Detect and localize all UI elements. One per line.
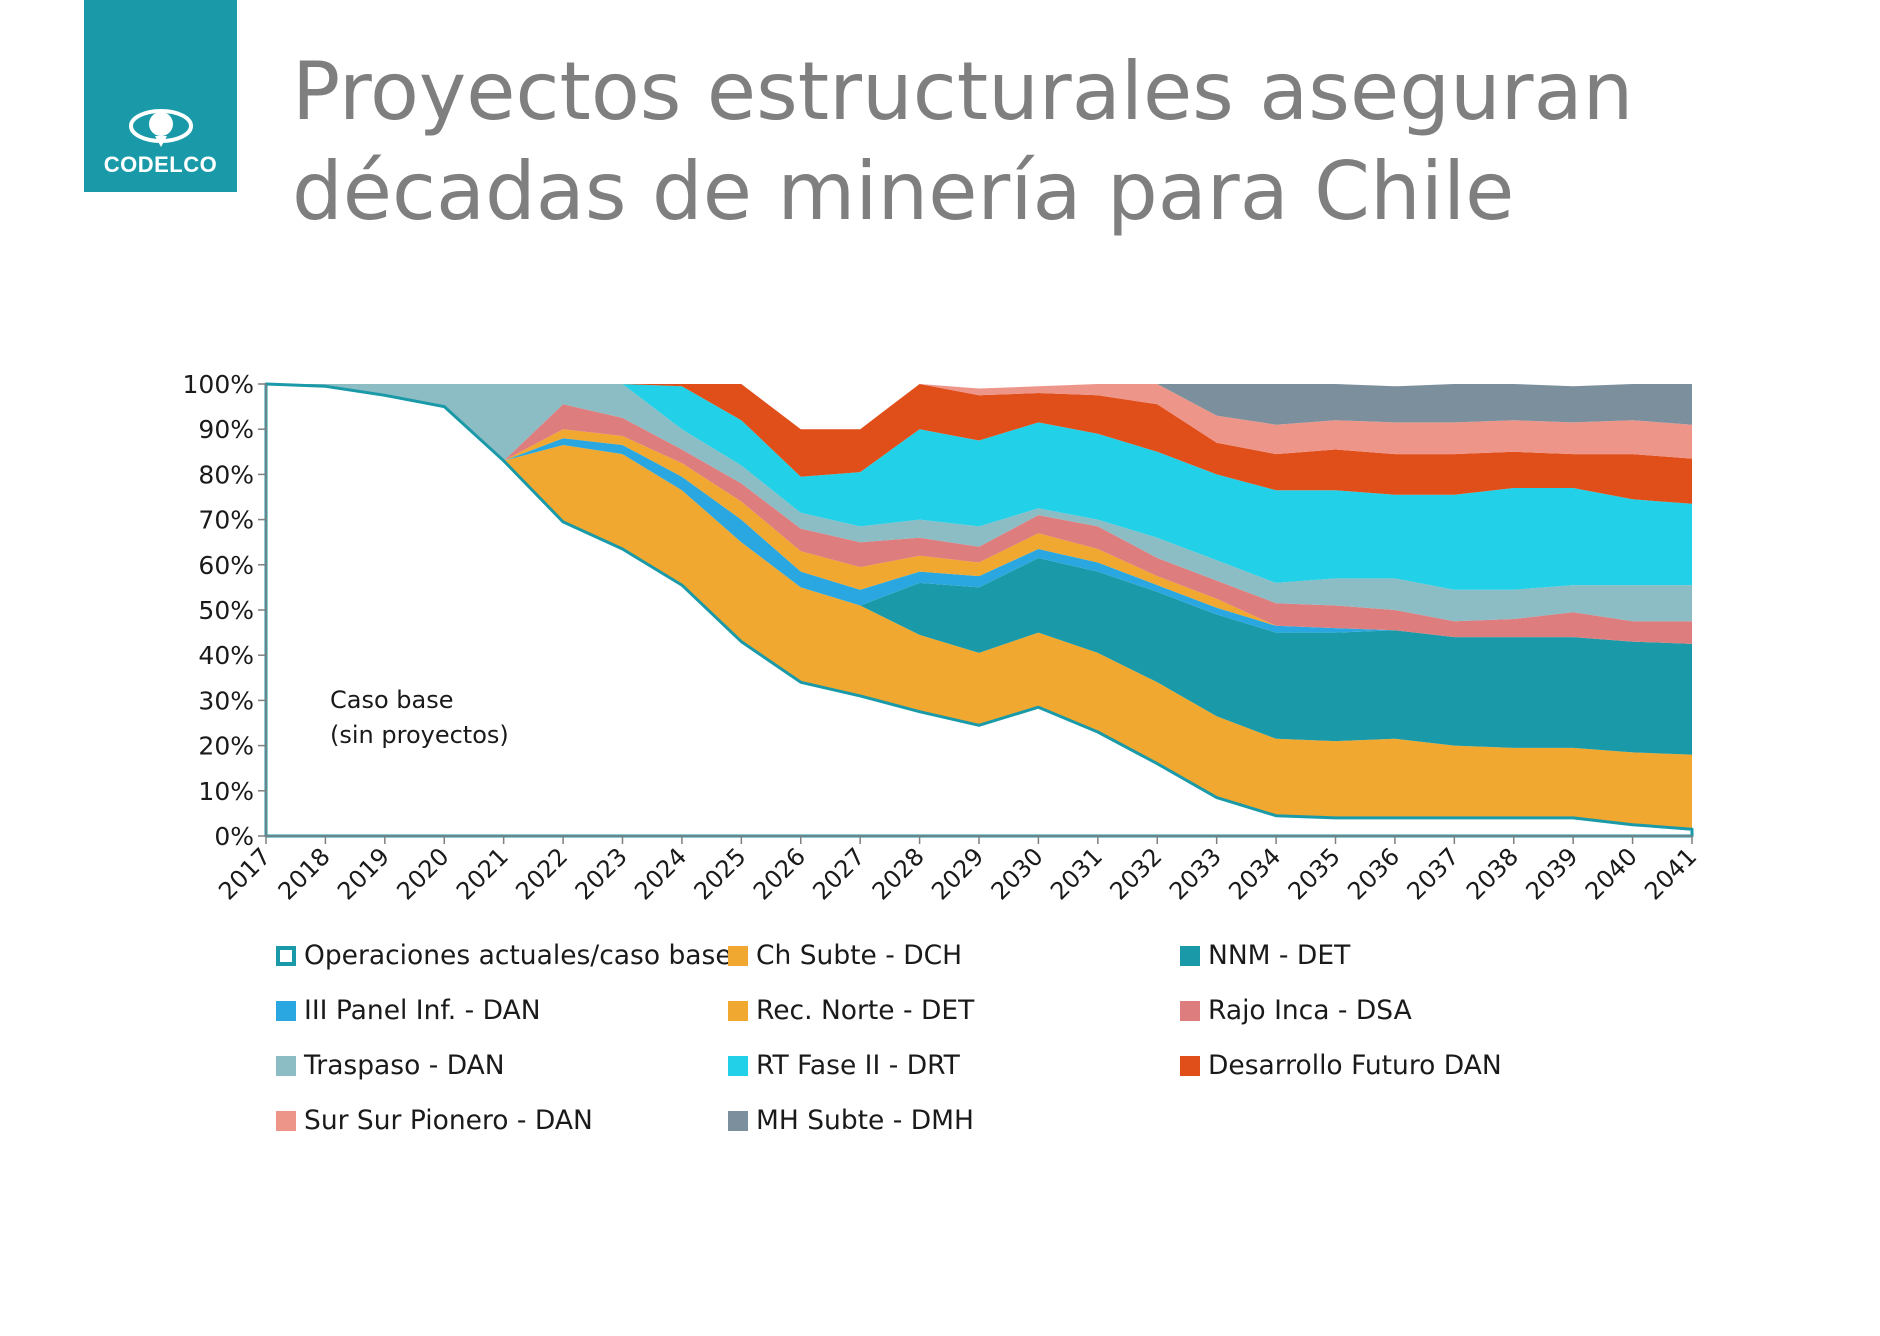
area-mh-subte-dmh <box>266 384 1692 430</box>
legend-item: RT Fase II - DRT <box>728 1050 960 1081</box>
legend-label: Traspaso - DAN <box>304 1050 505 1081</box>
area-ch-subte-dch <box>266 384 1692 830</box>
legend-swatch <box>728 945 748 966</box>
y-tick-label: 80% <box>198 460 254 489</box>
codelco-emblem-icon <box>128 109 193 147</box>
y-tick-label: 30% <box>198 686 254 715</box>
legend-swatch <box>276 1110 296 1131</box>
annotation-caso-base: Caso base <box>330 686 454 714</box>
area-iii-panel-inf-dan <box>266 384 1692 644</box>
x-tick-label: 2024 <box>629 842 692 905</box>
x-tick-label: 2038 <box>1461 842 1524 905</box>
area-nnm-det <box>266 384 1692 755</box>
x-tick-label: 2040 <box>1580 842 1643 905</box>
y-tick-label: 0% <box>214 822 254 851</box>
legend-label: RT Fase II - DRT <box>756 1050 960 1081</box>
legend-label: III Panel Inf. - DAN <box>304 995 541 1026</box>
legend-swatch <box>276 1055 296 1076</box>
x-tick-label: 2025 <box>689 842 752 905</box>
x-tick-label: 2021 <box>451 842 514 905</box>
x-tick-label: 2022 <box>510 842 573 905</box>
legend-item: Rajo Inca - DSA <box>1180 995 1412 1026</box>
x-tick-label: 2028 <box>867 842 930 905</box>
legend-item: Operaciones actuales/caso base <box>276 940 732 971</box>
x-tick-label: 2019 <box>332 842 395 905</box>
x-tick-label: 2035 <box>1283 842 1346 905</box>
legend-label: NNM - DET <box>1208 940 1351 971</box>
area-rt-fase-ii-drt <box>266 384 1692 590</box>
y-tick-label: 70% <box>198 506 254 535</box>
x-tick-label: 2017 <box>213 842 276 905</box>
area-rajo-inca-dsa <box>266 384 1692 644</box>
legend-swatch <box>1180 1055 1200 1076</box>
legend-label: Rajo Inca - DSA <box>1208 995 1412 1026</box>
y-tick-label: 10% <box>198 777 254 806</box>
x-tick-label: 2029 <box>926 842 989 905</box>
logo-text: CODELCO <box>103 152 218 177</box>
legend-item: Rec. Norte - DET <box>728 995 974 1026</box>
page-title: Proyectos estructurales aseguran décadas… <box>292 42 1832 242</box>
y-tick-label: 20% <box>198 732 254 761</box>
x-tick-label: 2032 <box>1105 842 1168 905</box>
y-tick-label: 90% <box>198 415 254 444</box>
title-line-2: décadas de minería para Chile <box>292 145 1515 238</box>
legend-label: Rec. Norte - DET <box>756 995 975 1026</box>
legend-swatch <box>1180 1000 1200 1021</box>
x-tick-label: 2023 <box>570 842 633 905</box>
x-tick-label: 2036 <box>1342 842 1405 905</box>
area-desarrollo-futuro-dan <box>266 384 1692 504</box>
title-line-1: Proyectos estructurales aseguran <box>292 45 1634 138</box>
y-tick-label: 60% <box>198 551 254 580</box>
legend-swatch <box>1180 945 1200 966</box>
legend-swatch <box>728 1110 748 1131</box>
y-tick-label: 40% <box>198 641 254 670</box>
legend-swatch <box>276 945 296 966</box>
x-tick-label: 2034 <box>1223 842 1286 905</box>
x-tick-label: 2026 <box>748 842 811 905</box>
area-sur-sur-pionero-dan <box>266 384 1692 459</box>
legend-item: NNM - DET <box>1180 940 1350 971</box>
stacked-area-chart: 0%10%20%30%40%50%60%70%80%90%100%2017201… <box>183 370 1703 905</box>
legend-item: Ch Subte - DCH <box>728 940 962 971</box>
y-tick-label: 50% <box>198 596 254 625</box>
x-tick-label: 2030 <box>986 842 1049 905</box>
x-tick-label: 2020 <box>392 842 455 905</box>
legend-item: Sur Sur Pionero - DAN <box>276 1105 593 1136</box>
annotation-sin-proyectos: (sin proyectos) <box>330 721 509 749</box>
legend-swatch <box>728 1055 748 1076</box>
area-traspaso-dan <box>266 384 1692 622</box>
codelco-logo: CODELCO <box>84 0 237 192</box>
legend-label: Ch Subte - DCH <box>756 940 963 971</box>
x-tick-label: 2031 <box>1045 842 1108 905</box>
x-tick-label: 2033 <box>1164 842 1227 905</box>
legend-swatch <box>728 1000 748 1021</box>
area-base-case <box>264 382 1694 838</box>
x-tick-label: 2037 <box>1402 842 1465 905</box>
x-tick-label: 2039 <box>1520 842 1583 905</box>
legend-item: Traspaso - DAN <box>276 1050 505 1081</box>
y-tick-label: 100% <box>183 370 254 399</box>
legend-label: Desarrollo Futuro DAN <box>1208 1050 1502 1081</box>
x-tick-label: 2041 <box>1639 842 1702 905</box>
legend-label: MH Subte - DMH <box>756 1105 974 1136</box>
legend-item: III Panel Inf. - DAN <box>276 995 541 1026</box>
chart-legend: Operaciones actuales/caso base Ch Subte -… <box>276 940 1576 1160</box>
legend-swatch <box>276 1000 296 1021</box>
legend-label: Operaciones actuales/caso base <box>304 940 732 971</box>
x-tick-label: 2018 <box>273 842 336 905</box>
legend-item: Desarrollo Futuro DAN <box>1180 1050 1502 1081</box>
legend-item: MH Subte - DMH <box>728 1105 974 1136</box>
x-tick-label: 2027 <box>807 842 870 905</box>
legend-label: Sur Sur Pionero - DAN <box>304 1105 593 1136</box>
